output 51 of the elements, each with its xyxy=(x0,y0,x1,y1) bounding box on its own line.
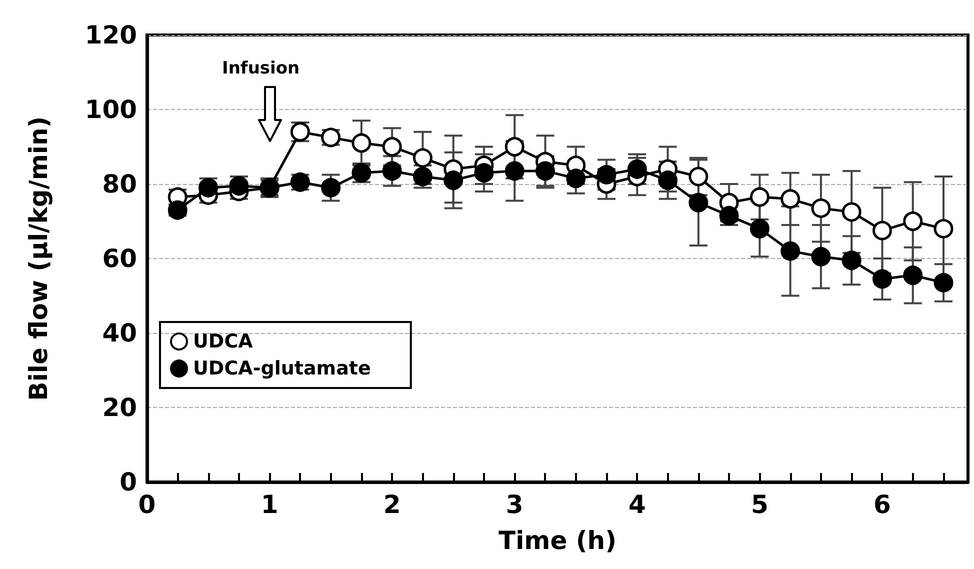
point xyxy=(780,189,800,209)
x-tick-label: 1 xyxy=(260,490,278,519)
point xyxy=(504,137,524,156)
point xyxy=(934,272,954,292)
point xyxy=(688,192,708,212)
point xyxy=(352,133,372,153)
point xyxy=(688,166,708,186)
y-tick-label: 120 xyxy=(84,20,137,50)
x-tick-label: 6 xyxy=(874,490,891,519)
y-tick-label: 0 xyxy=(120,468,137,496)
x-tick-label: 3 xyxy=(506,490,524,519)
y-axis-title: Bile flow (µl/kg/min) xyxy=(24,116,53,401)
x-tick-label: 4 xyxy=(628,490,646,519)
point xyxy=(750,218,770,238)
x-axis-title: Time (h) xyxy=(498,526,616,555)
x-tick-label: 2 xyxy=(383,490,401,519)
x-tick-label: 5 xyxy=(750,490,768,519)
point xyxy=(842,202,862,222)
point xyxy=(811,198,831,218)
point xyxy=(658,170,678,190)
point xyxy=(627,159,647,179)
y-tick-label: 80 xyxy=(102,170,137,198)
point xyxy=(872,269,892,289)
y-tick-label: 60 xyxy=(102,244,137,273)
legend-label: UDCA xyxy=(193,330,254,352)
point xyxy=(934,218,954,238)
point xyxy=(412,148,432,168)
point xyxy=(504,161,524,181)
point xyxy=(780,241,800,261)
point xyxy=(903,212,923,231)
point xyxy=(903,266,923,286)
point xyxy=(536,161,555,181)
point xyxy=(811,246,831,266)
y-tick-label: 40 xyxy=(102,318,137,348)
x-tick-label: 0 xyxy=(138,490,156,519)
point xyxy=(872,220,892,240)
point xyxy=(596,164,616,184)
point xyxy=(321,178,341,198)
y-tick-label: 20 xyxy=(102,393,137,422)
point xyxy=(474,163,494,183)
point xyxy=(168,200,188,220)
point xyxy=(842,250,862,270)
point xyxy=(382,137,402,156)
point xyxy=(198,178,218,198)
point xyxy=(566,168,586,188)
point xyxy=(382,161,402,181)
point xyxy=(444,170,464,190)
annotation: Infusion xyxy=(222,58,300,78)
y-tick-label: 100 xyxy=(84,95,137,124)
legend-label: UDCA-glutamate xyxy=(193,358,371,380)
point xyxy=(750,187,770,207)
